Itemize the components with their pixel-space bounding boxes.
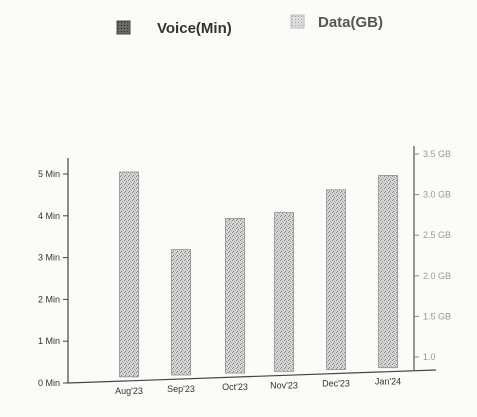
- x-tick-label: Sep'23: [167, 384, 195, 394]
- x-axis-ticks: Aug'23 Sep'23 Oct'23 Nov'23 Dec'23 Jan'24: [115, 377, 401, 396]
- y-left-tick-label: 5 Min: [38, 169, 60, 179]
- axes: [67, 146, 437, 384]
- bar-oct23: [225, 218, 245, 374]
- y-right-tick-label: 3.5 GB: [423, 149, 451, 159]
- y-right-tick-label: 2.5 GB: [423, 230, 451, 240]
- y-right-tick-label: 1.0: [423, 352, 436, 362]
- legend: Voice(Min) Data(GB): [116, 14, 383, 37]
- legend-label-voice: Voice(Min): [157, 20, 232, 37]
- bars: [119, 171, 398, 378]
- bar-sep23: [171, 249, 191, 376]
- x-tick-label: Dec'23: [322, 379, 350, 389]
- y-left-tick-label: 3 Min: [38, 253, 60, 263]
- x-tick-label: Nov'23: [270, 380, 298, 390]
- x-tick-label: Oct'23: [222, 382, 248, 392]
- x-tick-label: Aug'23: [115, 386, 143, 396]
- bar-aug23: [119, 171, 139, 378]
- legend-label-data: Data(GB): [318, 14, 383, 31]
- y-left-tick-label: 2 Min: [38, 294, 60, 304]
- legend-swatch-data: [290, 14, 305, 29]
- y-right-tick-label: 2.0 GB: [423, 271, 451, 281]
- y-axis-right-ticks: 1.0 1.5 GB 2.0 GB 2.5 GB 3.0 GB 3.5 GB: [414, 149, 451, 362]
- x-axis: [67, 369, 437, 384]
- y-axis-left-ticks: 0 Min 1 Min 2 Min 3 Min 4 Min 5 Min: [38, 169, 68, 388]
- y-right-tick-label: 1.5 GB: [423, 311, 451, 321]
- y-left-tick-label: 4 Min: [38, 211, 60, 221]
- y-right-tick-label: 3.0 GB: [423, 190, 451, 200]
- y-left-tick-label: 0 Min: [38, 378, 60, 388]
- x-tick-label: Jan'24: [375, 377, 401, 387]
- bar-dec23: [326, 189, 346, 370]
- bar-nov23: [274, 212, 294, 372]
- bar-jan24: [378, 175, 398, 369]
- legend-swatch-voice: [116, 20, 131, 35]
- y-left-tick-label: 1 Min: [38, 336, 60, 346]
